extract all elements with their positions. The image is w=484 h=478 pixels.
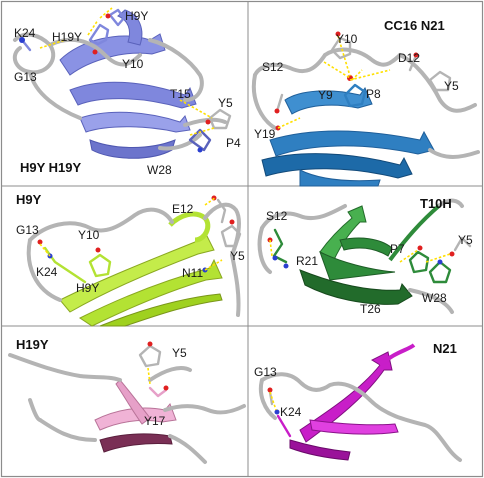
residue-label: G13 xyxy=(16,223,39,237)
residue-label: Y19 xyxy=(254,127,276,141)
sidechains-cc16-n21 xyxy=(274,31,452,131)
coil-h19y xyxy=(8,353,246,464)
residue-labels-h9y: G13 Y10 E12 K24 H9Y N11 Y5 xyxy=(16,202,245,295)
panel-title: H9Y H19Y xyxy=(20,160,82,175)
hbonds-n21 xyxy=(269,391,277,411)
residue-label: K24 xyxy=(280,405,302,419)
residue-label: Y5 xyxy=(230,249,245,263)
residue-label: Y10 xyxy=(78,228,100,242)
residue-label: Y5 xyxy=(172,346,187,360)
residue-label: Y5 xyxy=(444,79,459,93)
ribbon-h9y xyxy=(59,211,223,327)
panel-title: N21 xyxy=(433,341,457,356)
ribbon-h19y xyxy=(94,379,177,453)
residue-label: K24 xyxy=(14,26,36,40)
residue-label: H19Y xyxy=(52,30,82,44)
ribbon-t10h xyxy=(299,203,442,305)
residue-labels-n21: G13 K24 xyxy=(254,365,302,419)
residue-label: S12 xyxy=(262,60,284,74)
residue-label: Y9 xyxy=(318,88,333,102)
residue-label: T15 xyxy=(170,87,191,101)
residue-label: G13 xyxy=(14,70,37,84)
coil-n21 xyxy=(258,372,462,462)
hbonds-h9y-h19y xyxy=(39,7,215,136)
hbonds-t10h xyxy=(269,239,451,263)
sidechains-t10h xyxy=(267,228,472,284)
residue-label: R21 xyxy=(296,254,318,268)
hbonds-cc16-n21 xyxy=(277,35,391,129)
panel-title: H19Y xyxy=(16,337,49,352)
residue-label: Y10 xyxy=(336,32,358,46)
residue-label: T26 xyxy=(360,302,381,316)
residue-label: P4 xyxy=(226,136,241,150)
residue-labels-cc16-n21: Y10 S12 D12 Y9 P8 Y5 Y19 xyxy=(254,32,459,141)
ribbon-n21 xyxy=(289,343,416,461)
residue-label: P8 xyxy=(366,87,381,101)
residue-label: Y17 xyxy=(144,414,166,428)
residue-labels-h19y: Y5 Y17 xyxy=(144,346,187,428)
coil-cc16-n21 xyxy=(251,47,480,159)
coil-h9y-h19y xyxy=(12,32,227,151)
residue-label: Y5 xyxy=(458,233,473,247)
residue-label: W28 xyxy=(147,163,172,177)
residue-label: Y5 xyxy=(218,96,233,110)
panel-cc16-n21: Y10 S12 D12 Y9 P8 Y5 Y19 CC16 N21 xyxy=(251,18,480,187)
residue-label: H9Y xyxy=(125,9,148,23)
panel-title: CC16 N21 xyxy=(384,18,445,33)
residue-labels-t10h: S12 R21 P7 Y5 W28 T26 xyxy=(266,209,473,316)
residue-label: G13 xyxy=(254,365,277,379)
residue-label: D12 xyxy=(398,51,420,65)
residue-label: Y10 xyxy=(122,57,144,71)
residue-label: S12 xyxy=(266,209,288,223)
panel-h19y: Y5 Y17 H19Y xyxy=(8,337,246,464)
residue-label: N11 xyxy=(182,266,203,280)
hbonds-h19y xyxy=(147,367,151,385)
sidechains-h9y-h19y xyxy=(19,8,232,153)
panel-h9y-h19y: K24 H19Y H9Y Y10 G13 T15 Y5 P4 W28 H9Y H… xyxy=(12,7,241,177)
residue-label: K24 xyxy=(36,265,58,279)
hbonds-h9y xyxy=(39,197,223,271)
sidechains-h19y xyxy=(138,341,169,398)
ribbon-cc16-n21 xyxy=(261,86,435,187)
panel-n21: G13 K24 N21 xyxy=(254,341,462,462)
panel-h9y: G13 Y10 E12 K24 H9Y N11 Y5 H9Y xyxy=(16,192,245,327)
panel-t10h: S12 R21 P7 Y5 W28 T26 T10H xyxy=(257,196,473,316)
residue-labels-h9y-h19y: K24 H19Y H9Y Y10 G13 T15 Y5 P4 W28 xyxy=(14,9,241,177)
panel-title: H9Y xyxy=(16,192,42,207)
residue-label: W28 xyxy=(422,291,447,305)
residue-label: H9Y xyxy=(76,281,99,295)
residue-label: E12 xyxy=(172,202,194,216)
residue-label: P7 xyxy=(390,242,405,256)
panel-title: T10H xyxy=(420,196,452,211)
coil-t10h xyxy=(257,198,464,314)
